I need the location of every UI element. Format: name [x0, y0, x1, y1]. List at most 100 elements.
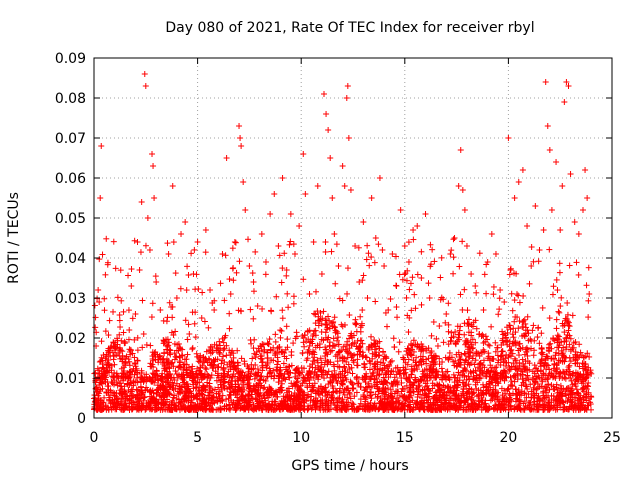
- data-point: [511, 297, 518, 304]
- data-point: [325, 368, 332, 375]
- data-point: [95, 287, 102, 293]
- data-point: [106, 317, 113, 324]
- data-point: [557, 227, 564, 233]
- data-point: [101, 295, 108, 302]
- data-point: [309, 387, 316, 394]
- data-point: [258, 231, 265, 237]
- data-point: [296, 223, 303, 229]
- data-point: [431, 258, 438, 265]
- data-point: [169, 183, 176, 189]
- data-point: [302, 191, 309, 197]
- data-point: [511, 378, 518, 385]
- data-point: [300, 151, 307, 157]
- data-point: [116, 317, 123, 324]
- data-point: [457, 147, 464, 153]
- data-point: [275, 243, 282, 249]
- data-point: [92, 314, 99, 321]
- data-point: [134, 239, 141, 245]
- data-point: [388, 357, 395, 364]
- data-point: [516, 299, 523, 306]
- data-point: [148, 314, 155, 321]
- data-point: [344, 265, 351, 272]
- data-point: [242, 207, 249, 213]
- data-point: [379, 246, 386, 253]
- x-axis-label: GPS time / hours: [291, 458, 408, 474]
- data-point: [183, 287, 190, 294]
- data-point: [184, 351, 191, 358]
- data-point: [231, 239, 238, 245]
- data-point: [357, 313, 364, 320]
- data-point: [284, 336, 291, 343]
- y-tick-label: 0.07: [55, 131, 86, 147]
- data-point: [262, 271, 269, 278]
- data-point: [249, 270, 256, 277]
- data-point: [247, 306, 254, 313]
- data-point: [438, 254, 445, 261]
- data-point: [233, 269, 240, 276]
- data-point: [509, 383, 516, 390]
- data-point: [250, 315, 257, 322]
- data-point: [226, 310, 233, 317]
- data-point: [556, 269, 563, 276]
- data-point: [569, 312, 576, 319]
- data-point: [191, 320, 198, 327]
- data-point: [492, 251, 499, 257]
- data-point: [335, 263, 342, 269]
- data-point: [430, 319, 437, 325]
- y-tick-label: 0.06: [55, 171, 86, 187]
- x-tick-label: 5: [193, 430, 202, 446]
- data-point: [290, 300, 297, 307]
- data-point: [189, 344, 196, 351]
- data-point: [583, 282, 590, 289]
- data-point: [515, 179, 522, 185]
- data-point: [414, 223, 421, 229]
- data-point: [126, 327, 133, 333]
- data-point: [240, 179, 247, 185]
- data-point: [99, 251, 106, 258]
- data-point: [332, 280, 339, 287]
- data-point: [573, 259, 580, 266]
- data-point: [230, 277, 237, 284]
- data-point: [314, 183, 321, 189]
- data-point: [544, 123, 551, 129]
- data-point: [553, 159, 560, 165]
- data-point: [566, 323, 573, 330]
- data-point: [101, 394, 108, 401]
- data-point: [184, 336, 191, 343]
- data-point: [407, 280, 414, 287]
- data-point: [125, 307, 132, 314]
- data-point: [433, 335, 440, 342]
- data-point: [313, 288, 320, 295]
- data-point: [508, 290, 515, 297]
- data-point: [501, 299, 508, 305]
- data-point: [448, 247, 455, 254]
- data-point: [314, 372, 321, 379]
- data-point: [246, 263, 253, 269]
- data-point: [103, 235, 110, 242]
- data-point: [567, 358, 574, 365]
- data-point: [262, 397, 269, 404]
- data-point: [526, 280, 533, 287]
- data-point: [294, 378, 301, 385]
- data-point: [546, 147, 553, 153]
- data-point: [345, 135, 352, 141]
- data-point: [379, 390, 386, 397]
- data-point: [164, 240, 171, 247]
- data-point: [450, 270, 457, 277]
- data-point: [506, 271, 513, 278]
- data-points: [91, 71, 595, 413]
- data-point: [223, 155, 230, 161]
- y-tick-label: 0: [77, 411, 86, 427]
- data-point: [262, 259, 269, 265]
- data-point: [212, 368, 219, 375]
- data-point: [191, 246, 198, 253]
- data-point: [146, 247, 153, 253]
- data-point: [118, 401, 125, 408]
- data-point: [354, 406, 361, 413]
- data-point: [250, 279, 257, 285]
- data-point: [414, 271, 421, 278]
- data-point: [519, 371, 526, 378]
- data-point: [344, 290, 351, 297]
- data-point: [190, 271, 197, 277]
- data-point: [419, 368, 426, 375]
